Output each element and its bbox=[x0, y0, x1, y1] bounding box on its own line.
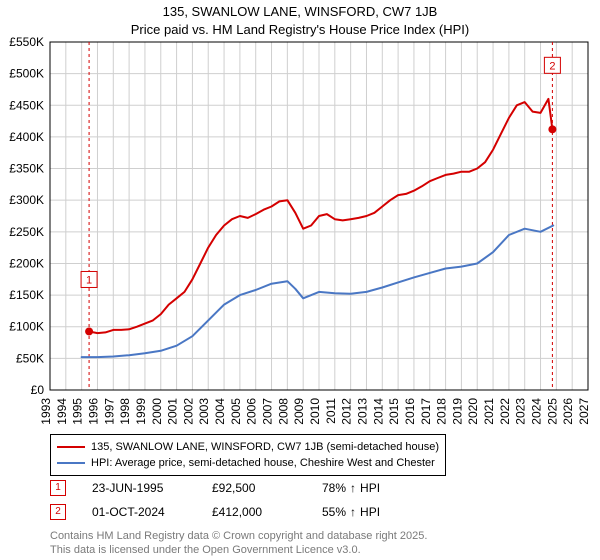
legend-swatch-price-paid bbox=[57, 446, 85, 448]
svg-text:1997: 1997 bbox=[102, 398, 116, 425]
sale-date-2: 01-OCT-2024 bbox=[92, 505, 212, 519]
svg-text:2027: 2027 bbox=[577, 398, 591, 425]
sale-price-1: £92,500 bbox=[212, 481, 322, 495]
svg-text:2018: 2018 bbox=[435, 398, 449, 425]
svg-text:1999: 1999 bbox=[134, 398, 148, 425]
svg-text:1995: 1995 bbox=[71, 398, 85, 425]
svg-text:£500K: £500K bbox=[9, 67, 44, 81]
svg-text:2000: 2000 bbox=[150, 398, 164, 425]
arrow-up-icon bbox=[350, 481, 356, 495]
sale-suffix-1: HPI bbox=[360, 481, 380, 495]
sale-row-1: 1 23-JUN-1995 £92,500 78% HPI bbox=[50, 480, 590, 496]
svg-text:£550K: £550K bbox=[9, 35, 44, 49]
svg-text:£300K: £300K bbox=[9, 193, 44, 207]
svg-text:£450K: £450K bbox=[9, 98, 44, 112]
svg-text:£0: £0 bbox=[31, 383, 45, 397]
sale-suffix-2: HPI bbox=[360, 505, 380, 519]
svg-text:£50K: £50K bbox=[16, 351, 44, 365]
svg-text:£200K: £200K bbox=[9, 256, 44, 270]
sale-date-1: 23-JUN-1995 bbox=[92, 481, 212, 495]
svg-text:2013: 2013 bbox=[355, 398, 369, 425]
sale-marker-2: 2 bbox=[50, 504, 66, 520]
svg-text:£100K: £100K bbox=[9, 320, 44, 334]
sale-pct-1: 78% bbox=[322, 481, 346, 495]
svg-text:2016: 2016 bbox=[403, 398, 417, 425]
legend-label-hpi: HPI: Average price, semi-detached house,… bbox=[91, 455, 435, 471]
svg-text:2024: 2024 bbox=[530, 398, 544, 425]
footnote-1: Contains HM Land Registry data © Crown c… bbox=[50, 530, 427, 542]
legend-item-hpi: HPI: Average price, semi-detached house,… bbox=[57, 455, 439, 471]
svg-text:2011: 2011 bbox=[324, 398, 338, 424]
legend-item-price-paid: 135, SWANLOW LANE, WINSFORD, CW7 1JB (se… bbox=[57, 439, 439, 455]
svg-text:2002: 2002 bbox=[181, 398, 195, 425]
svg-text:2020: 2020 bbox=[466, 398, 480, 425]
svg-text:2005: 2005 bbox=[229, 398, 243, 425]
svg-text:2010: 2010 bbox=[308, 398, 322, 425]
svg-text:2003: 2003 bbox=[197, 398, 211, 425]
svg-text:1996: 1996 bbox=[86, 398, 100, 425]
sale-price-2: £412,000 bbox=[212, 505, 322, 519]
svg-text:1993: 1993 bbox=[39, 398, 53, 425]
svg-text:2019: 2019 bbox=[450, 398, 464, 425]
svg-text:1: 1 bbox=[86, 274, 92, 286]
svg-text:£250K: £250K bbox=[9, 225, 44, 239]
svg-text:2022: 2022 bbox=[498, 398, 512, 425]
svg-text:2012: 2012 bbox=[340, 398, 354, 425]
svg-text:£350K: £350K bbox=[9, 162, 44, 176]
svg-text:2006: 2006 bbox=[245, 398, 259, 425]
sale-pct-2: 55% bbox=[322, 505, 346, 519]
svg-text:2014: 2014 bbox=[371, 398, 385, 425]
svg-text:2023: 2023 bbox=[514, 398, 528, 425]
svg-text:2021: 2021 bbox=[482, 398, 496, 425]
svg-text:2025: 2025 bbox=[545, 398, 559, 425]
sale-marker-1: 1 bbox=[50, 480, 66, 496]
svg-text:2017: 2017 bbox=[419, 398, 433, 425]
svg-text:2007: 2007 bbox=[261, 398, 275, 425]
svg-text:2001: 2001 bbox=[166, 398, 180, 425]
svg-text:2015: 2015 bbox=[387, 398, 401, 425]
svg-text:2004: 2004 bbox=[213, 398, 227, 425]
legend-label-price-paid: 135, SWANLOW LANE, WINSFORD, CW7 1JB (se… bbox=[91, 439, 439, 455]
svg-text:£400K: £400K bbox=[9, 130, 44, 144]
chart-plot: £0 £50K £100K £150K £200K £250K £300K £350K £400… bbox=[0, 0, 600, 430]
arrow-up-icon bbox=[350, 505, 356, 519]
svg-text:2026: 2026 bbox=[561, 398, 575, 425]
svg-text:1994: 1994 bbox=[55, 398, 69, 425]
svg-text:2: 2 bbox=[549, 60, 555, 72]
footnote-2: This data is licensed under the Open Gov… bbox=[50, 544, 361, 556]
legend-swatch-hpi bbox=[57, 462, 85, 464]
sale-row-2: 2 01-OCT-2024 £412,000 55% HPI bbox=[50, 504, 590, 520]
legend: 135, SWANLOW LANE, WINSFORD, CW7 1JB (se… bbox=[50, 434, 446, 476]
svg-text:£150K: £150K bbox=[9, 288, 44, 302]
svg-text:2009: 2009 bbox=[292, 398, 306, 425]
svg-text:1998: 1998 bbox=[118, 398, 132, 425]
svg-text:2008: 2008 bbox=[276, 398, 290, 425]
